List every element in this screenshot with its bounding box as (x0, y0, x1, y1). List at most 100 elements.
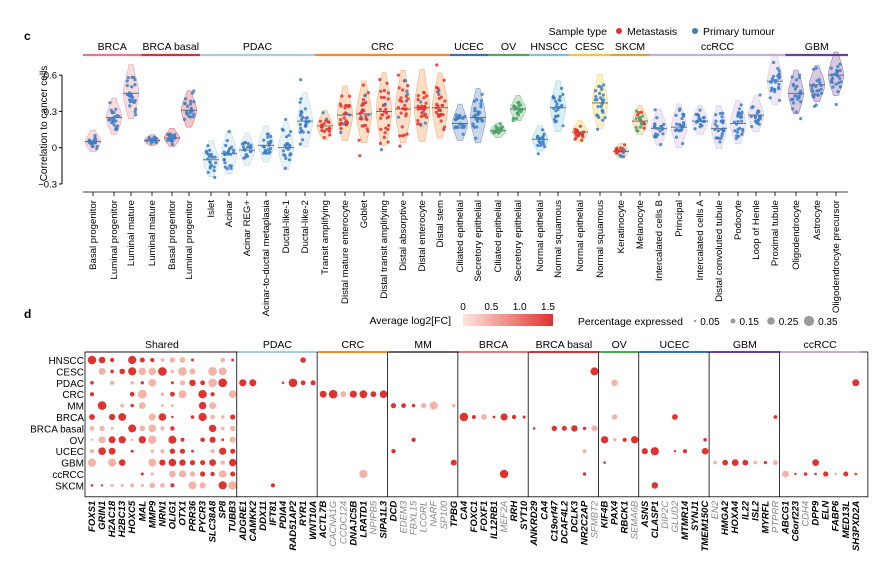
data-point (288, 153, 292, 157)
data-point (736, 127, 740, 131)
dot (481, 414, 487, 420)
data-point (617, 149, 621, 153)
gene-label: HOXC5 (127, 500, 138, 533)
violin-31 (671, 103, 687, 148)
data-point (184, 97, 188, 101)
data-point (398, 134, 402, 138)
legend-label: Primary tumour (703, 26, 775, 38)
data-point (461, 122, 465, 126)
row-label: BRCA basal (30, 424, 84, 435)
data-point (601, 110, 605, 114)
data-point (382, 88, 386, 93)
data-point (379, 127, 383, 131)
dot (411, 403, 416, 408)
data-point (386, 91, 390, 95)
gene-label: HMGA2 (720, 500, 731, 535)
violin-5 (164, 128, 180, 147)
x-tick-label: Ciliated epithelial (493, 200, 504, 273)
gene-label: ANKRD29 (529, 500, 540, 547)
data-point (324, 119, 328, 123)
dot (603, 461, 606, 464)
data-point (248, 150, 253, 154)
dot (229, 458, 237, 467)
data-point (658, 129, 662, 133)
data-point (420, 107, 424, 111)
data-point (574, 136, 578, 140)
data-point (246, 145, 250, 149)
block-label: BRCA (479, 339, 508, 351)
gene-label: LRATD1 (358, 501, 369, 538)
data-point (777, 76, 781, 80)
data-point (325, 127, 329, 131)
data-point (615, 147, 619, 151)
dot (189, 379, 196, 386)
data-point (298, 100, 302, 104)
gene-label: FABP6 (831, 500, 842, 531)
data-point (229, 152, 233, 156)
data-point (536, 136, 540, 140)
data-point (284, 135, 289, 139)
data-point (750, 125, 754, 129)
data-point (338, 102, 342, 106)
x-tick-label: Ductal-like-1 (281, 200, 292, 253)
data-point (768, 96, 772, 100)
violin-21 (470, 88, 486, 144)
data-point (283, 143, 287, 148)
dot (713, 460, 717, 465)
panel-d-label: d (24, 307, 31, 321)
dot (812, 459, 819, 466)
gene-label: CA4 (539, 500, 550, 520)
group-label: GBM (805, 41, 829, 53)
data-point (129, 93, 133, 97)
gene-label: WNT10A (308, 501, 319, 540)
gene-label: FOXC1 (469, 501, 480, 533)
dot (218, 378, 227, 388)
data-point (773, 88, 777, 92)
violin-7 (203, 140, 219, 179)
dot (140, 381, 144, 385)
dot (300, 357, 306, 363)
data-point (266, 135, 270, 139)
x-tick-label: Ciliated epithelial (455, 200, 466, 273)
data-point (214, 161, 218, 165)
data-point (514, 116, 519, 121)
data-point (396, 106, 400, 110)
data-point (642, 122, 647, 126)
data-point (385, 116, 389, 120)
data-point (422, 96, 426, 100)
data-point (674, 113, 678, 117)
violin-14 (337, 85, 353, 141)
data-point (715, 124, 719, 128)
dot (571, 425, 578, 432)
dot (843, 471, 849, 477)
data-point (172, 134, 176, 138)
violin-body (239, 132, 255, 166)
gene-label: ACTL7B (318, 501, 329, 540)
dot (89, 392, 95, 397)
legend-marker-1 (692, 28, 698, 34)
data-point (398, 144, 402, 148)
data-point (819, 83, 823, 88)
data-point (298, 122, 302, 127)
dot (200, 471, 206, 477)
data-point (553, 114, 558, 118)
data-point (434, 110, 438, 114)
violin-15 (356, 80, 372, 158)
x-tick-label: Transit amplifying (320, 200, 331, 275)
data-point (367, 113, 371, 117)
data-point (303, 107, 307, 111)
data-point (696, 112, 700, 116)
dot (281, 381, 285, 385)
dot (108, 458, 117, 467)
dot (499, 469, 509, 479)
data-point (473, 113, 478, 117)
data-point (117, 114, 121, 118)
data-point (818, 81, 822, 85)
dot (148, 413, 156, 421)
data-point (423, 121, 427, 125)
dot (179, 357, 186, 363)
dot (170, 391, 175, 397)
data-point (283, 166, 287, 170)
block-label: UCEC (660, 339, 690, 351)
data-point (795, 84, 799, 88)
